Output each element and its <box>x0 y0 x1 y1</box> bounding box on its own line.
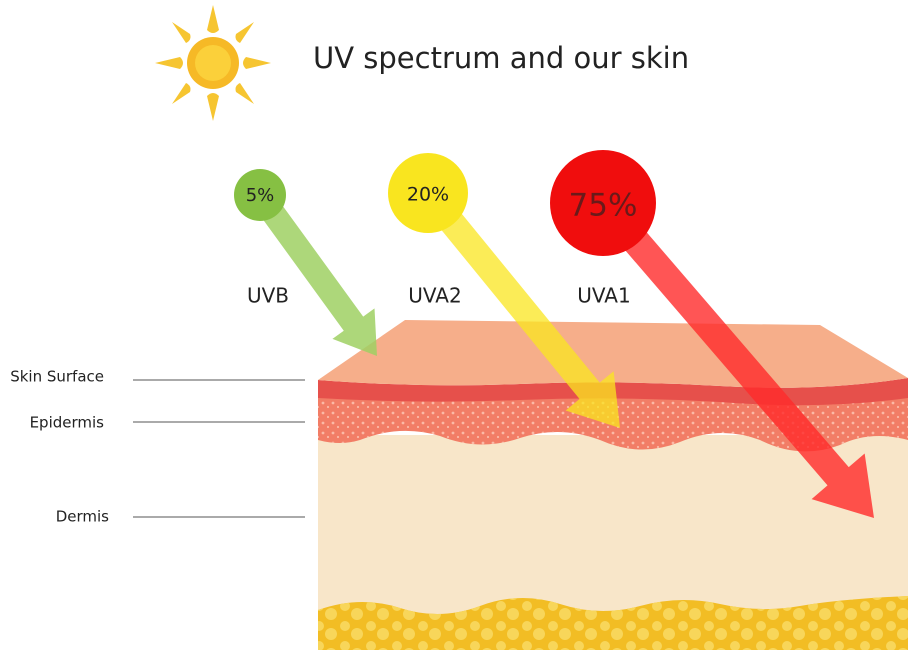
ray-arrow <box>592 193 874 518</box>
ray-arrow <box>250 187 377 356</box>
ray-circle <box>234 169 286 221</box>
ray-label: UVA1 <box>577 284 630 308</box>
ray-percent: 75% <box>569 188 638 224</box>
ray-percent: 20% <box>407 184 449 206</box>
ray-label: UVB <box>247 284 289 308</box>
layer-label: Skin Surface <box>10 368 104 386</box>
ray-label: UVA2 <box>408 284 461 308</box>
sun <box>155 5 271 121</box>
layer-label: Dermis <box>56 508 109 526</box>
title: UV spectrum and our skin <box>313 41 689 75</box>
ray-circle <box>388 153 468 233</box>
layer-label: Epidermis <box>30 414 105 432</box>
ray-percent: 5% <box>246 185 275 206</box>
ray-circle <box>550 150 656 256</box>
ray-arrow <box>417 184 620 428</box>
skin-illustration <box>318 320 908 650</box>
